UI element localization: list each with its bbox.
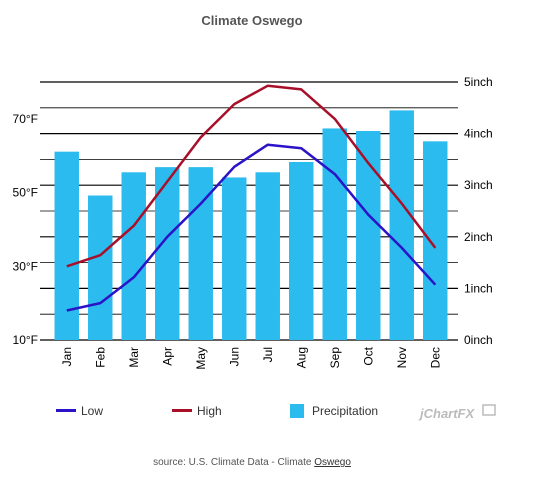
chart-title: Climate Oswego	[201, 13, 302, 28]
legend-swatch-precipitation	[290, 404, 304, 418]
left-axis-tick-label: 70°F	[13, 112, 38, 126]
brand-logo-icon	[482, 404, 496, 416]
precipitation-bars	[54, 110, 448, 340]
precipitation-bar	[54, 151, 79, 340]
legend-item-precipitation[interactable]: Precipitation	[290, 404, 378, 418]
x-axis-tick-label: May	[194, 347, 208, 370]
x-axis-tick-label: Jul	[261, 347, 275, 362]
precipitation-bar	[121, 172, 146, 340]
source-link[interactable]: Oswego	[314, 457, 351, 468]
right-axis-tick-label: 3inch	[464, 178, 493, 192]
x-axis-tick-label: Jan	[60, 347, 74, 366]
temperature-lines	[66, 84, 437, 312]
precipitation-bar	[356, 131, 381, 340]
axis-labels: 10°F 30°F 50°F 70°F 0inch 1inch 2inch 3inch 4inc…	[13, 75, 493, 370]
legend: Low High Precipitation	[56, 404, 378, 418]
legend-label-high: High	[197, 404, 222, 418]
brand-logo-text: jChartFX	[418, 406, 476, 421]
precipitation-bar	[423, 141, 448, 340]
right-axis-tick-label: 5inch	[464, 75, 493, 89]
source-note: source: U.S. Climate Data - Climate Oswe…	[153, 457, 351, 468]
precipitation-bar	[88, 195, 113, 340]
right-axis-tick-label: 4inch	[464, 127, 493, 141]
legend-swatch-low	[56, 409, 76, 412]
left-axis-tick-label: 10°F	[13, 333, 38, 347]
x-axis-tick-label: Feb	[93, 347, 107, 368]
precipitation-bar	[322, 128, 347, 340]
legend-item-low[interactable]: Low	[56, 404, 103, 418]
precipitation-bar	[255, 172, 280, 340]
right-axis-tick-label: 0inch	[464, 333, 493, 347]
precipitation-bar	[222, 177, 247, 340]
x-axis-tick-label: Jun	[227, 347, 241, 366]
x-axis-tick-label: Nov	[395, 347, 409, 368]
source-prefix: source: U.S. Climate Data - Climate	[153, 457, 314, 468]
x-axis-tick-label: Apr	[160, 347, 174, 366]
legend-label-low: Low	[81, 404, 103, 418]
jchartfx-logo[interactable]: jChartFX	[418, 404, 496, 421]
legend-swatch-high	[172, 409, 192, 412]
precipitation-bar	[155, 167, 180, 340]
x-axis-tick-label: Aug	[294, 347, 308, 368]
x-axis-tick-label: Dec	[428, 347, 442, 368]
legend-item-high[interactable]: High	[172, 404, 222, 418]
series-line-low	[66, 143, 437, 312]
left-axis-tick-label: 30°F	[13, 259, 38, 273]
legend-label-precipitation: Precipitation	[312, 404, 378, 418]
series-line-high	[66, 84, 437, 268]
x-axis-tick-label: Mar	[127, 347, 141, 368]
x-axis-tick-label: Sep	[328, 347, 342, 369]
left-axis-tick-label: 50°F	[13, 186, 38, 200]
right-axis-tick-label: 2inch	[464, 230, 493, 244]
precipitation-bar	[289, 161, 314, 340]
precipitation-bar	[389, 110, 414, 340]
right-axis-tick-label: 1inch	[464, 281, 493, 295]
x-axis-tick-label: Oct	[361, 346, 375, 365]
